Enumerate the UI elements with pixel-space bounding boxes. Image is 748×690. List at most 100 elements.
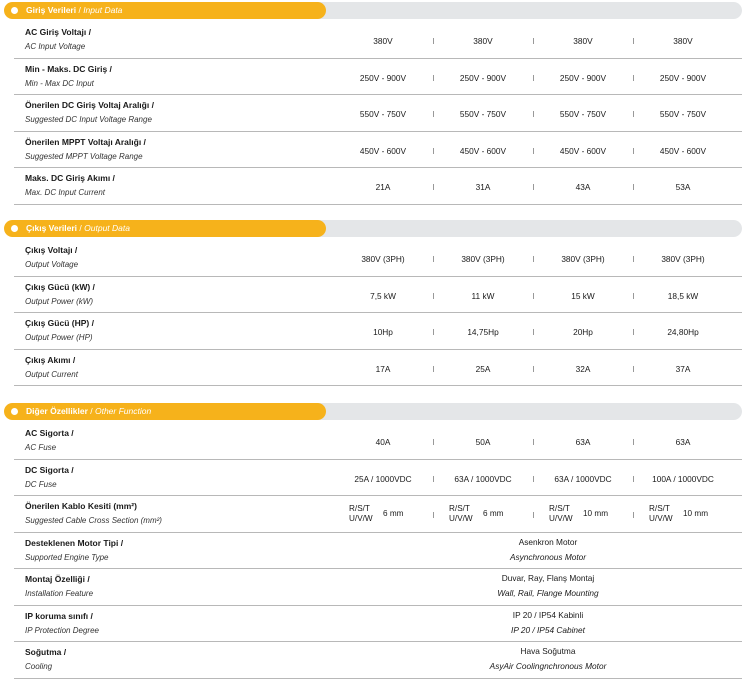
spec-label-tr: IP koruma sınıfı / [25,610,93,621]
spec-value: 18,5 kW [667,290,699,301]
spec-value: 380V (3PH) [461,254,505,264]
column-separator [633,292,634,299]
spec-value: 21A [375,182,391,192]
spec-value: 100A / 1000VDC [652,473,714,484]
spec-label-en: Cooling [25,662,53,671]
spec-value-tr: IP 20 / IP54 Kabinli [512,609,584,620]
spec-row: Çıkış Akımı / Output Current 17A 25A 32A 37A [14,350,742,386]
spec-value: 37A [675,363,691,374]
spec-row: Desteklenen Motor Tipi / Supported Engine… [14,533,742,569]
spec-row: Önerilen DC Giriş Voltaj Aralığı / Sugges… [14,95,742,132]
column-separator [433,365,434,372]
column-separator [533,292,534,299]
column-separator [433,439,434,445]
cable-phases-input: R/S/T [549,504,570,513]
spec-value: 63A / 1000VDC [554,473,612,484]
section-header-pill: Giriş Verileri / Input Data [4,2,326,19]
spec-label-tr: Desteklenen Motor Tipi / [25,537,124,548]
section-header-pill: Diğer Özellikler / Other Function [4,403,326,420]
spec-value: 450V - 600V [559,145,607,156]
spec-value: 25A / 1000VDC [354,473,412,484]
spec-label-en: IP Protection Degree [25,625,99,635]
spec-row: Çıkış Gücü (HP) / Output Power (HP) 10Hp 14… [14,313,742,350]
section-title-en: Input Data [83,5,123,15]
spec-value: 31A [475,182,491,192]
spec-value: 450V - 600V [459,145,507,156]
spec-row: Çıkış Voltajı / Output Voltage 380V (3PH) 3… [14,240,742,277]
column-separator [433,475,434,482]
cable-size: 6 mm [383,509,404,518]
column-separator [433,256,434,262]
spec-value: 7,5 kW [370,290,396,301]
cable-phases-input: R/S/T [449,504,470,513]
spec-label-en: Supported Engine Type [25,552,109,562]
spec-label-tr: Çıkış Voltajı / [25,245,78,255]
spec-value: 11 kW [471,290,495,301]
section-title: Çıkış Verileri / Output Data [26,222,130,235]
cable-size-value: R/S/T U/V/W 10 mm [643,504,723,526]
spec-value: 50A [475,437,491,447]
spec-label-en: Suggested DC Input Voltage Range [25,115,152,124]
spec-label-tr: Önerilen MPPT Voltajı Aralığı / [25,136,146,147]
spec-value-tr: Duvar, Ray, Flanş Montaj [501,573,595,583]
spec-row: DC Sigorta / DC Fuse 25A / 1000VDC 63A / 10… [14,460,742,496]
column-separator [633,439,634,445]
section-header: Çıkış Verileri / Output Data [4,220,742,237]
section-title: Diğer Özellikler / Other Function [26,405,151,418]
column-separator [533,147,534,154]
column-separator [533,74,534,81]
section-title-en: Other Function [94,406,152,416]
column-separator [433,147,434,154]
section-header: Giriş Verileri / Input Data [4,2,742,19]
spec-row: IP koruma sınıfı / IP Protection Degree IP… [14,606,742,642]
spec-value-tr: Asenkron Motor [518,536,578,547]
cable-phases-output: U/V/W [649,514,673,523]
spec-label-en: AC Input Voltage [25,42,86,51]
spec-label-tr: Maks. DC Giriş Akımı / [25,173,115,183]
spec-label-tr: Soğutma / [25,647,67,657]
cable-phases: R/S/T U/V/W [649,504,673,524]
spec-value: 380V (3PH) [561,254,605,264]
spec-label-en: Installation Feature [25,589,94,598]
spec-label-en: Output Power (HP) [25,333,93,342]
column-separator [633,74,634,81]
spec-value: 380V (3PH) [361,254,405,264]
spec-value: 380V (3PH) [661,254,705,264]
spec-label-en: Output Current [25,369,78,379]
column-separator [533,439,534,445]
spec-label-en: Min - Max DC Input [25,78,94,88]
spec-value-tr: Hava Soğutma [520,646,576,656]
column-separator [633,365,634,372]
column-separator [433,74,434,81]
spec-label-tr: AC Giriş Voltajı / [25,27,91,37]
section-title-separator: / [77,223,85,233]
spec-row: Montaj Özelliği / Installation Feature Duv… [14,569,742,606]
spec-value-en: Wall, Rail, Flange Mounting [497,588,599,598]
bullet-dot-icon [11,225,18,232]
spec-value: 450V - 600V [659,145,707,156]
column-separator [533,38,534,44]
spec-value: 380V [373,36,393,46]
cable-phases: R/S/T U/V/W [449,504,473,524]
column-separator [633,329,634,335]
spec-value: 380V [573,36,593,46]
spec-row: Çıkış Gücü (kW) / Output Power (kW) 7,5 kW… [14,277,742,313]
cable-phases-output: U/V/W [549,514,573,523]
spec-value: 550V - 750V [359,109,407,119]
spec-value: 20Hp [573,327,593,337]
cable-size-value: R/S/T U/V/W 6 mm [343,504,423,526]
spec-label-tr: Çıkış Gücü (HP) / [25,318,94,328]
column-separator [533,512,534,518]
column-separator [633,147,634,154]
spec-label-en: Max. DC Input Current [25,188,106,197]
spec-row: Soğutma / Cooling Hava Soğutma AsyAir Cooli… [14,642,742,679]
section-header-track [294,220,742,237]
spec-value-en: IP 20 / IP54 Cabinet [511,624,585,635]
spec-value: 250V - 900V [659,72,707,83]
spec-value: 14,75Hp [467,327,499,337]
spec-label-en: Output Voltage [25,260,79,269]
section-header-track [294,2,742,19]
column-separator [633,512,634,518]
spec-label-tr: Önerilen DC Giriş Voltaj Aralığı / [25,100,154,110]
